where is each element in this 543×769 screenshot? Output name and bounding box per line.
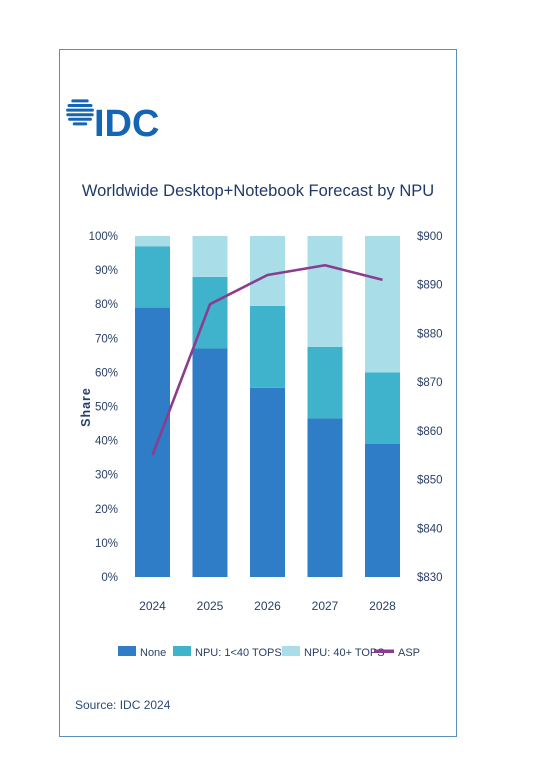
legend-label: None bbox=[140, 647, 166, 659]
y-tick-label: 40% bbox=[95, 436, 118, 448]
y2-tick-label: $840 bbox=[417, 523, 443, 535]
bar-segment-npu-high bbox=[135, 236, 170, 247]
y-tick-label: 0% bbox=[101, 572, 118, 584]
y2-tick-label: $890 bbox=[417, 280, 443, 292]
y2-tick-label: $880 bbox=[417, 328, 443, 340]
source-note: Source: IDC 2024 bbox=[75, 698, 171, 712]
y2-tick-label: $860 bbox=[417, 426, 443, 438]
bar-segment-npu-low bbox=[307, 346, 343, 419]
bar-segment-npu-high bbox=[250, 236, 285, 306]
bar-segment-none bbox=[192, 348, 228, 577]
left-axis-ticks: 0% 10% 20% 30% 40% 50% 60% 70% 80% 90% 100% bbox=[89, 231, 118, 584]
legend-label: NPU: 40+ TOPS bbox=[304, 647, 385, 659]
y-tick-label: 80% bbox=[95, 299, 118, 311]
y-tick-label: 70% bbox=[95, 333, 118, 345]
chart-title: Worldwide Desktop+Notebook Forecast by N… bbox=[82, 182, 434, 200]
legend: None NPU: 1<40 TOPS NPU: 40+ TOPS ASP bbox=[118, 646, 420, 659]
bar-segment-npu-low bbox=[135, 246, 170, 308]
legend-swatch bbox=[173, 646, 191, 656]
globe-icon bbox=[66, 99, 94, 126]
y-tick-label: 60% bbox=[95, 367, 118, 379]
y2-tick-label: $900 bbox=[417, 231, 443, 243]
legend-swatch bbox=[374, 649, 394, 653]
legend-label: ASP bbox=[398, 647, 420, 659]
bar-segment-none bbox=[250, 387, 285, 577]
y-tick-label: 50% bbox=[95, 402, 118, 414]
bar-segment-none bbox=[365, 444, 400, 577]
right-axis-ticks: $830 $840 $850 $860 $870 $880 $890 $900 bbox=[417, 231, 443, 584]
x-axis-ticks: 2024 2025 2026 2027 2028 bbox=[139, 599, 396, 613]
x-tick-label: 2025 bbox=[197, 599, 224, 613]
x-tick-label: 2024 bbox=[139, 599, 166, 613]
y2-tick-label: $830 bbox=[417, 572, 443, 584]
legend-swatch bbox=[118, 646, 136, 656]
y-tick-label: 90% bbox=[95, 265, 118, 277]
y2-tick-label: $870 bbox=[417, 377, 443, 389]
legend-swatch bbox=[282, 646, 300, 656]
idc-logo: IDC bbox=[66, 99, 159, 145]
y-tick-label: 20% bbox=[95, 504, 118, 516]
bar-segment-npu-low bbox=[250, 305, 285, 388]
x-tick-label: 2026 bbox=[254, 599, 281, 613]
bar-segment-none bbox=[307, 418, 343, 577]
y-axis-label: Share bbox=[79, 387, 93, 427]
y-tick-label: 30% bbox=[95, 470, 118, 482]
bar-segment-npu-high bbox=[365, 236, 400, 373]
bar-segment-npu-high bbox=[307, 236, 343, 347]
x-tick-label: 2027 bbox=[312, 599, 339, 613]
logo-text: IDC bbox=[94, 103, 159, 145]
y-tick-label: 100% bbox=[89, 231, 118, 243]
bars bbox=[135, 236, 400, 577]
y2-tick-label: $850 bbox=[417, 475, 443, 487]
y-tick-label: 10% bbox=[95, 538, 118, 550]
bar-segment-none bbox=[135, 307, 170, 577]
x-tick-label: 2028 bbox=[369, 599, 396, 613]
asp-line-group bbox=[151, 263, 383, 456]
bar-segment-npu-high bbox=[192, 236, 228, 277]
legend-label: NPU: 1<40 TOPS bbox=[195, 647, 282, 659]
asp-line bbox=[151, 263, 383, 456]
bar-segment-npu-low bbox=[365, 372, 400, 445]
